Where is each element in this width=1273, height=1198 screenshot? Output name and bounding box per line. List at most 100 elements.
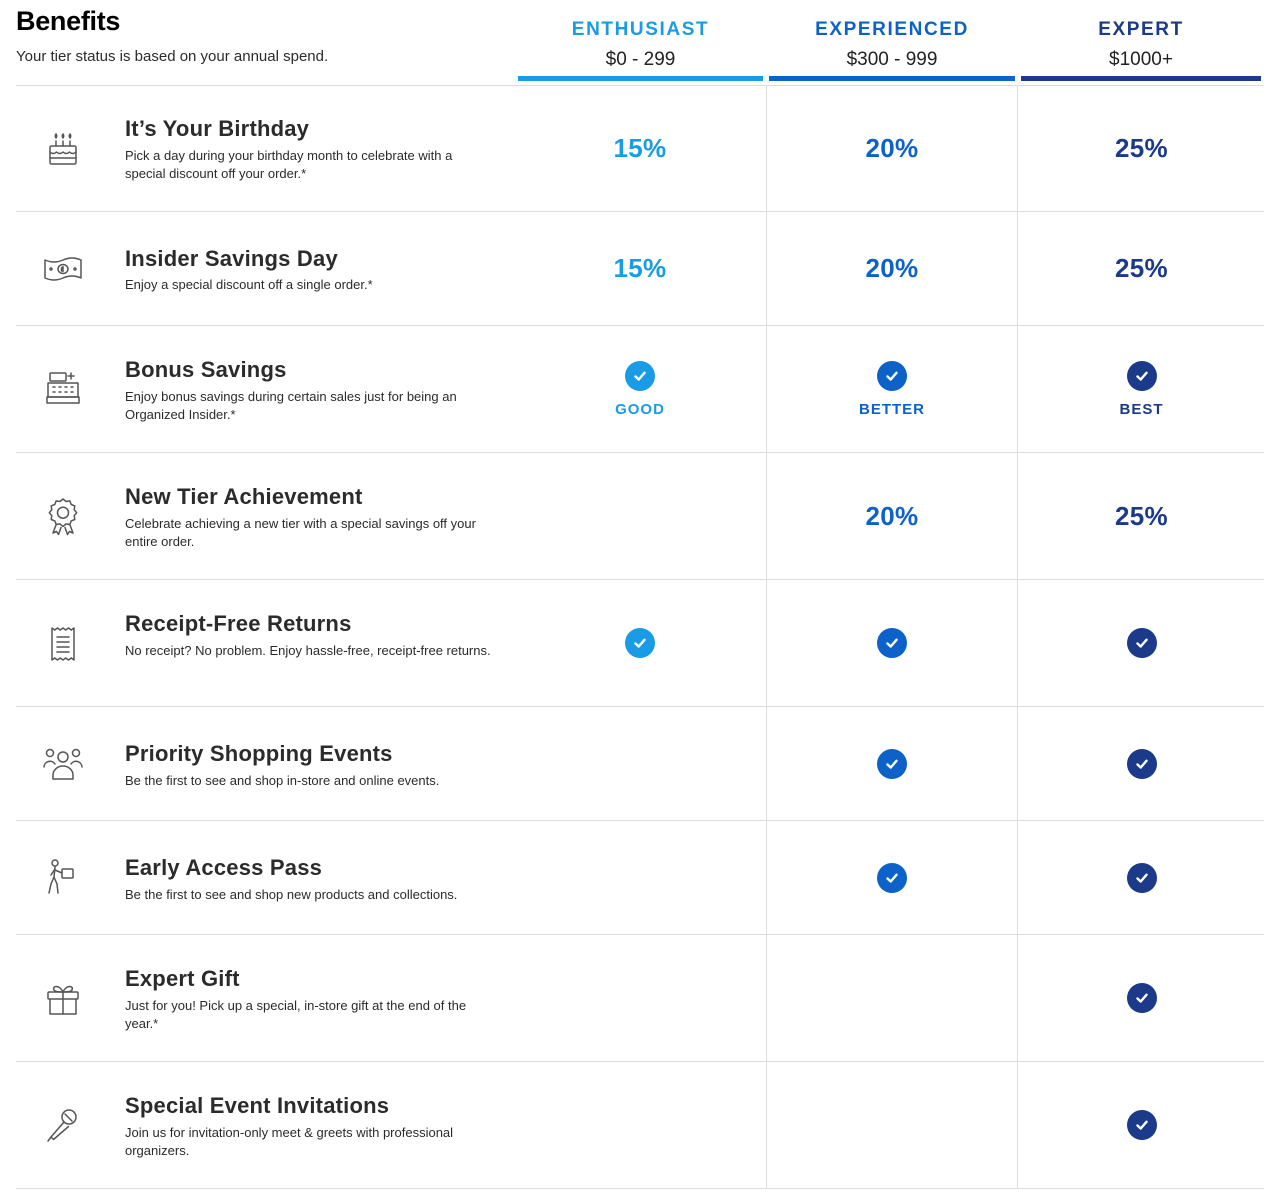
money-bill-icon <box>42 248 84 290</box>
receipt-icon <box>42 623 84 665</box>
tier-cell-experienced <box>766 707 1017 820</box>
check-icon <box>1126 748 1157 779</box>
tier-level-label: BEST <box>1119 400 1164 418</box>
benefit-row-special-event-invitations: Special Event Invitations Join us for in… <box>16 1062 1264 1189</box>
discount-value: 25% <box>1115 132 1168 163</box>
benefit-row-bonus-savings: Bonus Savings Enjoy bonus savings during… <box>16 326 1264 453</box>
tier-name: EXPERT <box>1098 19 1184 40</box>
benefit-row-expert-gift: Expert Gift Just for you! Pick up a spec… <box>16 935 1264 1062</box>
benefit-description: Pick a day during your birthday month to… <box>125 148 453 181</box>
tier-level-label: GOOD <box>615 400 665 418</box>
benefit-description: Enjoy a special discount off a single or… <box>125 277 373 292</box>
tier-bar <box>769 76 1015 81</box>
award-ribbon-icon <box>42 495 84 537</box>
tier-cell-enthusiast <box>518 821 762 934</box>
tier-cell-expert <box>1017 580 1265 706</box>
tier-cell-enthusiast <box>518 707 762 820</box>
check-icon <box>625 360 655 391</box>
discount-value: 25% <box>1115 253 1168 283</box>
check-icon <box>877 748 907 779</box>
benefit-row-priority-shopping-events: Priority Shopping Events Be the first to… <box>16 707 1264 821</box>
tier-bar <box>1021 76 1261 81</box>
benefit-row-receipt-free-returns: Receipt-Free Returns No receipt? No prob… <box>16 580 1264 707</box>
tier-cell-experienced: 20% <box>766 85 1017 211</box>
tier-cell-expert <box>1017 821 1265 934</box>
tier-header-experienced: EXPERIENCED $300 - 999 <box>769 18 1015 81</box>
microphone-icon <box>42 1105 84 1147</box>
discount-value: 25% <box>1115 500 1168 531</box>
tier-cell-experienced: 20% <box>766 212 1017 325</box>
tier-cell-experienced <box>766 580 1017 706</box>
benefit-title: Special Event Invitations <box>125 1093 390 1118</box>
tier-cell-expert: BEST <box>1017 326 1265 452</box>
benefit-title: Priority Shopping Events <box>125 741 393 766</box>
tier-cell-expert <box>1017 707 1265 820</box>
benefit-title: It’s Your Birthday <box>125 116 310 141</box>
benefit-row-new-tier-achievement: New Tier Achievement Celebrate achieving… <box>16 453 1264 580</box>
tier-cell-experienced <box>766 1062 1017 1188</box>
people-group-icon <box>42 743 84 785</box>
check-icon <box>625 628 655 658</box>
check-icon <box>1126 862 1157 893</box>
tier-range: $300 - 999 <box>846 49 938 70</box>
tier-cell-experienced <box>766 821 1017 934</box>
check-icon <box>877 862 907 893</box>
discount-value: 20% <box>865 500 919 531</box>
tier-cell-enthusiast <box>518 453 762 579</box>
discount-value: 20% <box>865 132 919 163</box>
check-icon <box>1126 628 1157 658</box>
tier-level-label: BETTER <box>859 400 925 418</box>
benefit-description: Be the first to see and shop in-store an… <box>125 773 440 788</box>
tier-cell-expert: 25% <box>1017 212 1265 325</box>
tier-cell-experienced <box>766 935 1017 1061</box>
cash-register-icon <box>42 367 84 409</box>
benefit-row-birthday: It’s Your Birthday Pick a day during you… <box>16 85 1264 212</box>
check-icon <box>1126 1110 1157 1140</box>
benefit-title: Expert Gift <box>125 966 240 991</box>
benefit-description: No receipt? No problem. Enjoy hassle-fre… <box>125 643 491 658</box>
tier-name: EXPERIENCED <box>815 19 969 40</box>
tier-cell-enthusiast <box>518 1062 762 1188</box>
tier-name: ENTHUSIAST <box>571 19 710 40</box>
benefit-row-insider-savings-day: Insider Savings Day Enjoy a special disc… <box>16 212 1264 326</box>
benefit-title: New Tier Achievement <box>125 484 363 509</box>
tier-cell-experienced: 20% <box>766 453 1017 579</box>
benefits-header: Benefits Your tier status is based on yo… <box>16 0 1264 86</box>
check-icon <box>877 360 907 391</box>
benefit-title: Receipt-Free Returns <box>125 611 352 636</box>
gift-icon <box>42 978 84 1020</box>
benefit-description: Enjoy bonus savings during certain sales… <box>125 389 457 422</box>
benefit-description: Be the first to see and shop new product… <box>125 887 458 902</box>
tier-cell-expert <box>1017 935 1265 1061</box>
tier-cell-enthusiast: 15% <box>518 212 762 325</box>
tier-cell-enthusiast <box>518 935 762 1061</box>
tier-cell-expert: 25% <box>1017 453 1265 579</box>
benefit-description: Celebrate achieving a new tier with a sp… <box>125 516 476 549</box>
tier-cell-experienced: BETTER <box>766 326 1017 452</box>
page-title: Benefits <box>16 6 121 36</box>
check-icon <box>1126 360 1157 391</box>
benefit-description: Just for you! Pick up a special, in-stor… <box>125 998 467 1031</box>
tier-range: $0 - 299 <box>605 49 676 70</box>
tier-cell-enthusiast <box>518 580 762 706</box>
benefit-title: Early Access Pass <box>125 855 323 880</box>
tier-cell-enthusiast: 15% <box>518 85 762 211</box>
discount-value: 15% <box>613 253 667 283</box>
tier-header-enthusiast: ENTHUSIAST $0 - 299 <box>518 18 763 81</box>
discount-value: 15% <box>613 132 667 163</box>
benefit-title: Insider Savings Day <box>125 246 338 271</box>
tier-bar <box>518 76 763 81</box>
benefit-title: Bonus Savings <box>125 357 287 382</box>
tier-header-expert: EXPERT $1000+ <box>1021 18 1261 81</box>
check-icon <box>1126 983 1157 1013</box>
tier-cell-expert <box>1017 1062 1265 1188</box>
page-subtitle: Your tier status is based on your annual… <box>16 48 329 65</box>
tier-range: $1000+ <box>1109 49 1173 70</box>
benefit-description: Join us for invitation-only meet & greet… <box>125 1125 454 1158</box>
person-with-box-icon <box>42 857 84 899</box>
check-icon <box>877 628 907 658</box>
discount-value: 20% <box>865 253 919 283</box>
tier-cell-expert: 25% <box>1017 85 1265 211</box>
tier-cell-enthusiast: GOOD <box>518 326 762 452</box>
birthday-cake-icon <box>42 130 84 172</box>
